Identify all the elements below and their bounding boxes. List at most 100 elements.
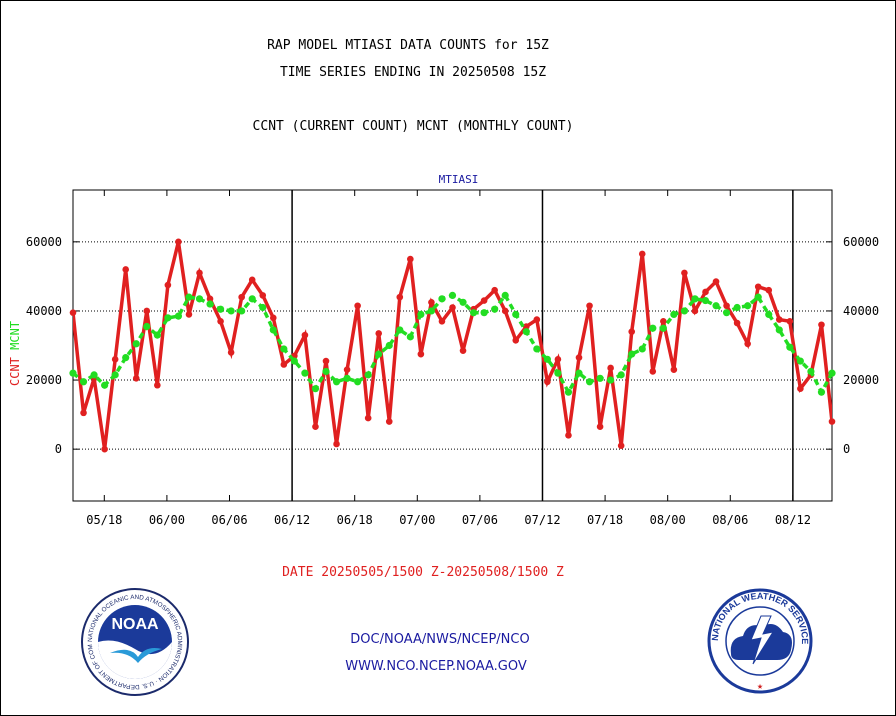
data-point-ccnt <box>586 302 593 310</box>
data-point-ccnt <box>765 286 773 294</box>
data-point-mcnt <box>512 310 520 318</box>
data-point-ccnt <box>364 414 372 422</box>
data-point-ccnt <box>111 356 119 363</box>
y-tick-label-left: 20000 <box>26 373 62 387</box>
data-point-mcnt <box>153 331 161 339</box>
data-point-mcnt <box>638 345 646 353</box>
data-point-mcnt <box>469 309 478 317</box>
x-tick-label: 07/12 <box>524 513 560 527</box>
data-point-ccnt <box>122 266 130 273</box>
data-point-mcnt <box>406 333 414 341</box>
data-point-ccnt <box>818 321 825 329</box>
data-point-mcnt <box>90 371 98 379</box>
data-point-ccnt <box>143 307 151 315</box>
y-tick-label-right: 60000 <box>843 235 879 249</box>
data-point-ccnt <box>301 331 309 339</box>
data-point-ccnt <box>607 364 614 372</box>
org-line: DOC/NOAA/NWS/NCEP/NCO <box>350 632 530 647</box>
data-point-mcnt <box>385 341 393 350</box>
data-point-mcnt <box>659 324 667 332</box>
data-point-mcnt <box>364 371 372 379</box>
data-point-ccnt <box>396 293 404 301</box>
data-point-ccnt <box>554 356 562 363</box>
x-tick-label: 07/00 <box>399 513 435 527</box>
data-point-ccnt <box>754 283 762 291</box>
data-point-mcnt <box>796 357 804 365</box>
data-point-mcnt <box>132 340 140 348</box>
data-point-ccnt <box>175 238 182 246</box>
data-point-ccnt <box>681 269 688 277</box>
data-point-mcnt <box>491 305 499 313</box>
data-point-ccnt <box>702 288 709 296</box>
data-point-ccnt <box>638 250 646 258</box>
y-axis-label: CCNT MCNT <box>8 321 22 386</box>
data-point-ccnt <box>480 297 488 304</box>
data-point-ccnt <box>132 375 140 382</box>
data-point-ccnt <box>438 318 446 325</box>
data-point-mcnt <box>354 378 362 386</box>
data-point-mcnt <box>79 378 88 386</box>
data-point-ccnt <box>733 319 741 327</box>
data-point-ccnt <box>712 278 720 285</box>
data-point-mcnt <box>301 369 309 377</box>
data-point-ccnt <box>385 418 393 425</box>
data-point-mcnt <box>427 307 436 315</box>
data-point-mcnt <box>744 302 752 310</box>
data-point-mcnt <box>533 345 541 353</box>
data-point-mcnt <box>828 369 836 377</box>
y-tick-label-left: 0 <box>55 442 62 456</box>
y-tick-label-right: 40000 <box>843 304 879 318</box>
data-point-mcnt <box>480 309 488 317</box>
chart-subtitle: CCNT (CURRENT COUNT) MCNT (MONTHLY COUNT… <box>252 119 574 134</box>
y-tick-label-left: 60000 <box>26 235 62 249</box>
data-point-ccnt <box>660 318 667 325</box>
y-axis-label-ccnt: CCNT <box>8 350 22 386</box>
data-point-mcnt <box>617 371 625 379</box>
data-point-mcnt <box>754 293 762 301</box>
data-point-mcnt <box>122 353 130 362</box>
data-point-ccnt <box>617 442 625 450</box>
data-point-ccnt <box>449 304 456 311</box>
x-tick-label: 06/06 <box>211 513 247 527</box>
x-tick-label: 08/00 <box>650 513 686 527</box>
data-point-ccnt <box>101 445 108 453</box>
data-point-ccnt <box>533 316 541 323</box>
data-point-ccnt <box>269 314 277 322</box>
x-tick-label: 06/12 <box>274 513 310 527</box>
data-point-ccnt <box>343 366 351 373</box>
x-tick-label: 06/18 <box>337 513 373 527</box>
nws-star-icon: ★ <box>757 681 763 692</box>
data-point-mcnt <box>280 345 288 353</box>
data-point-mcnt <box>733 303 741 312</box>
data-point-mcnt <box>375 350 383 358</box>
data-point-mcnt <box>343 374 351 382</box>
data-point-ccnt <box>797 385 804 392</box>
data-point-mcnt <box>628 350 636 358</box>
data-point-ccnt <box>164 281 172 289</box>
data-point-mcnt <box>554 369 562 377</box>
data-point-mcnt <box>786 343 794 351</box>
data-point-ccnt <box>596 423 604 431</box>
y-tick-label-left: 40000 <box>26 304 62 318</box>
data-point-ccnt <box>428 299 435 306</box>
data-point-ccnt <box>512 337 520 344</box>
data-point-mcnt <box>775 326 783 334</box>
data-point-mcnt <box>607 376 615 384</box>
data-point-ccnt <box>154 381 161 389</box>
data-point-ccnt <box>280 361 288 368</box>
data-point-ccnt <box>354 302 361 310</box>
plot-frame <box>72 189 833 502</box>
data-point-ccnt <box>670 366 678 373</box>
noaa-logo-text: NOAA <box>111 616 159 633</box>
data-point-mcnt <box>575 369 583 377</box>
data-point-mcnt <box>238 307 246 315</box>
data-point-mcnt <box>691 295 699 303</box>
x-tick-label: 08/12 <box>775 513 811 527</box>
data-point-mcnt <box>765 310 773 318</box>
data-point-ccnt <box>691 307 699 315</box>
data-point-mcnt <box>649 324 657 332</box>
data-point-ccnt <box>491 286 498 294</box>
data-point-mcnt <box>596 374 604 382</box>
data-point-ccnt <box>80 409 87 417</box>
data-point-ccnt <box>575 354 583 361</box>
